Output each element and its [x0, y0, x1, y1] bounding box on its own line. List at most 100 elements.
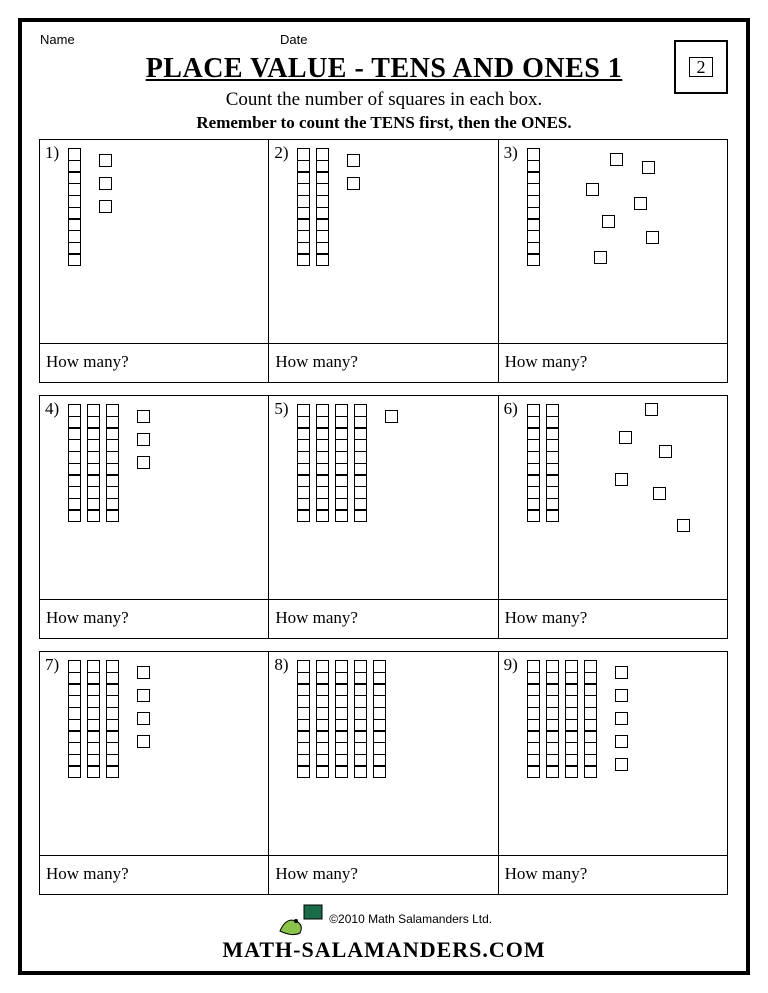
one-block [137, 666, 150, 679]
ones-column [385, 410, 398, 423]
blocks-area [527, 660, 721, 778]
problem-visual: 7) [40, 652, 268, 855]
answer-prompt: How many? [40, 855, 268, 894]
one-block [347, 177, 360, 190]
problem-visual: 8) [269, 652, 497, 855]
problem-visual: 6) [499, 396, 727, 599]
ten-rod [373, 660, 386, 778]
answer-prompt: How many? [40, 343, 268, 382]
ten-rod [354, 660, 367, 778]
answer-prompt: How many? [499, 599, 727, 638]
ten-rod [68, 660, 81, 778]
ten-rod [68, 148, 81, 266]
answer-prompt: How many? [40, 599, 268, 638]
problem-visual: 1) [40, 140, 268, 343]
ten-rod [316, 660, 329, 778]
ten-rod [87, 404, 100, 522]
one-block [99, 200, 112, 213]
copyright-text: ©2010 Math Salamanders Ltd. [329, 912, 492, 926]
ten-rod [297, 148, 310, 266]
problem-number: 5) [274, 399, 288, 419]
problems-grid: 1)How many?2)How many?3)How many?4)How m… [40, 139, 728, 895]
ten-rod [335, 404, 348, 522]
one-block [615, 666, 628, 679]
blocks-area [527, 404, 721, 544]
one-block [615, 689, 628, 702]
answer-prompt: How many? [269, 855, 497, 894]
blocks-area [297, 404, 491, 522]
blocks-area [297, 660, 491, 778]
ten-rod [297, 660, 310, 778]
blocks-area [527, 148, 721, 288]
problem-visual: 3) [499, 140, 727, 343]
one-block [677, 519, 690, 532]
salamander-icon [276, 903, 326, 937]
one-block [137, 735, 150, 748]
one-block [615, 758, 628, 771]
ten-rod [106, 404, 119, 522]
problem-number: 4) [45, 399, 59, 419]
ones-column [99, 154, 112, 213]
one-block [137, 712, 150, 725]
blocks-area [68, 404, 262, 522]
worksheet-frame: Name Date 2 PLACE VALUE - TENS AND ONES … [18, 18, 750, 975]
ones-column [137, 666, 150, 748]
grade-badge: 2 [674, 40, 728, 94]
ten-rod [527, 660, 540, 778]
ten-rod [527, 148, 540, 266]
ones-column [137, 410, 150, 469]
one-block [634, 197, 647, 210]
one-block [659, 445, 672, 458]
one-block [586, 183, 599, 196]
problem-number: 6) [504, 399, 518, 419]
one-block [137, 456, 150, 469]
ten-rod [316, 148, 329, 266]
worksheet-reminder: Remember to count the TENS first, then t… [40, 113, 728, 133]
problem-number: 7) [45, 655, 59, 675]
answer-prompt: How many? [499, 343, 727, 382]
problem-cell: 5) How many? [268, 395, 498, 639]
one-block [99, 177, 112, 190]
blocks-area [68, 660, 262, 778]
one-block [615, 712, 628, 725]
ones-scatter [550, 148, 670, 288]
one-block [99, 154, 112, 167]
ten-rod [316, 404, 329, 522]
one-block [602, 215, 615, 228]
ones-column [615, 666, 628, 771]
one-block [610, 153, 623, 166]
ones-scatter [569, 404, 689, 544]
worksheet-title: PLACE VALUE - TENS AND ONES 1 [40, 53, 728, 85]
one-block [385, 410, 398, 423]
ten-rod [87, 660, 100, 778]
problem-cell: 6) How many? [498, 395, 728, 639]
one-block [642, 161, 655, 174]
one-block [137, 410, 150, 423]
problem-number: 3) [504, 143, 518, 163]
problem-number: 2) [274, 143, 288, 163]
one-block [653, 487, 666, 500]
ten-rod [106, 660, 119, 778]
grade-number: 2 [689, 57, 713, 77]
header-row: Name Date [40, 32, 728, 47]
ten-rod [335, 660, 348, 778]
blocks-area [68, 148, 262, 266]
one-block [645, 403, 658, 416]
problem-visual: 2) [269, 140, 497, 343]
one-block [594, 251, 607, 264]
problem-visual: 5) [269, 396, 497, 599]
answer-prompt: How many? [269, 599, 497, 638]
answer-prompt: How many? [499, 855, 727, 894]
blocks-area [297, 148, 491, 266]
problem-cell: 2)How many? [268, 139, 498, 383]
ten-rod [527, 404, 540, 522]
one-block [615, 473, 628, 486]
problem-number: 8) [274, 655, 288, 675]
ten-rod [546, 660, 559, 778]
ten-rod [565, 660, 578, 778]
brand-logo: MATH-SALAMANDERS.COM [40, 937, 728, 963]
footer: ©2010 Math Salamanders Ltd. MATH-SALAMAN… [40, 901, 728, 963]
name-label: Name [40, 32, 280, 47]
problem-visual: 9) [499, 652, 727, 855]
ten-rod [354, 404, 367, 522]
